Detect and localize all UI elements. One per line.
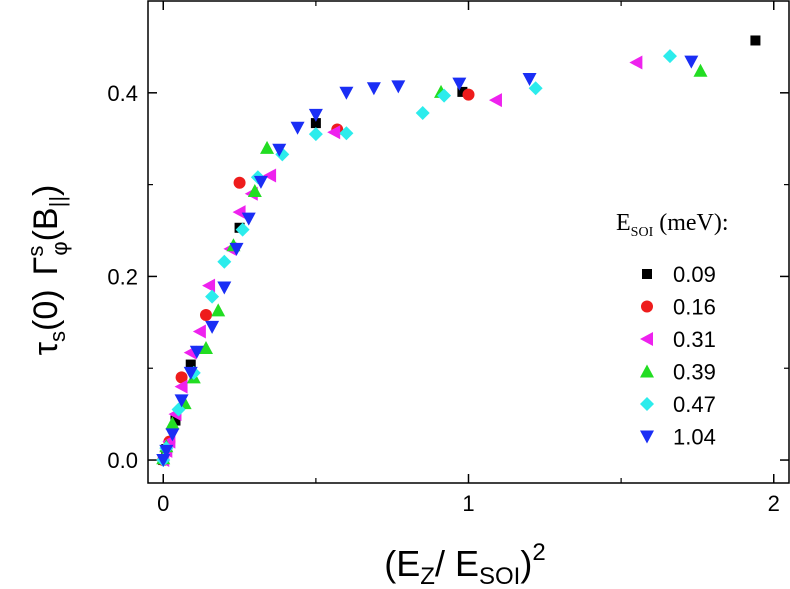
legend-marker [640, 430, 654, 444]
data-point [437, 88, 452, 103]
y-label-tau: τ [27, 341, 65, 355]
x-label-sup: 2 [532, 539, 545, 566]
y-label-sub-s: s [45, 331, 70, 342]
series-0.09 [158, 35, 761, 466]
legend-label: 1.04 [673, 425, 716, 450]
data-point [308, 127, 323, 142]
legend-label: 0.39 [673, 360, 716, 385]
data-point [217, 254, 232, 269]
y-tick-label: 0.2 [107, 264, 138, 289]
data-point [175, 371, 188, 384]
data-point [263, 168, 277, 183]
data-point [415, 106, 430, 121]
data-point [522, 73, 537, 87]
data-point [235, 222, 250, 237]
legend-marker [642, 269, 652, 279]
y-tick-label: 0.4 [107, 81, 138, 106]
data-point [488, 93, 502, 108]
x-label-post: ) [520, 543, 532, 584]
data-points [156, 35, 761, 468]
data-point [247, 184, 262, 198]
y-label-zero: (0) [27, 289, 65, 331]
data-point [260, 140, 275, 154]
data-point [528, 81, 543, 96]
data-point [159, 444, 174, 458]
y-label-close: ) [27, 185, 65, 196]
data-point [185, 359, 196, 370]
legend-label: 0.16 [673, 295, 716, 320]
data-point [462, 88, 475, 101]
legend-label: 0.47 [673, 392, 716, 417]
data-point [339, 126, 354, 141]
data-point [629, 55, 643, 70]
legend-label: 0.31 [673, 327, 716, 352]
x-label-sub-z: Z [420, 563, 435, 589]
data-point [750, 35, 761, 46]
x-label-pre: (E [384, 543, 420, 584]
y-axis-label: τs(0)Γsφ(B||) [23, 185, 72, 356]
data-point [366, 82, 381, 96]
data-point [272, 143, 287, 157]
data-point [202, 278, 216, 293]
data-point [310, 118, 321, 129]
data-point [391, 80, 406, 94]
legend-marker [640, 332, 653, 346]
y-label-gamma: Γ [27, 257, 65, 276]
data-point [327, 125, 341, 140]
data-point [452, 77, 467, 91]
legend-marker [640, 364, 654, 378]
series-0.47 [156, 49, 677, 468]
data-point [205, 320, 220, 334]
data-point [662, 49, 677, 64]
data-point [170, 415, 181, 426]
data-point [217, 281, 232, 295]
x-tick-label: 2 [768, 491, 780, 516]
x-axis-label: (EZ/ ESOI)2 [384, 539, 545, 589]
data-point [165, 416, 180, 430]
data-point [205, 289, 220, 304]
series-0.16 [157, 88, 475, 467]
series-1.04 [156, 55, 699, 468]
data-point [189, 345, 204, 359]
data-point [192, 324, 206, 339]
data-point [174, 379, 188, 394]
data-point [229, 242, 244, 256]
data-point [684, 55, 699, 69]
y-label-sup-s: s [23, 246, 48, 257]
y-label-b-open: (B [27, 207, 65, 241]
data-point [165, 428, 180, 442]
data-point [183, 366, 198, 380]
legend-label: 0.09 [673, 262, 716, 287]
data-point [232, 205, 246, 220]
y-tick-label: 0.0 [107, 448, 138, 473]
x-tick-label: 0 [157, 491, 169, 516]
data-point [457, 86, 468, 97]
data-point [290, 121, 305, 135]
data-point [308, 108, 323, 122]
x-label-sub-soi: SOI [479, 563, 520, 589]
data-point [174, 394, 189, 408]
x-label-mid: / E [435, 543, 479, 584]
data-point [233, 176, 246, 189]
legend: ESOI (meV): 0.09 0.16 0.31 0.39 0.47 1.04 [616, 210, 729, 450]
data-point [198, 341, 213, 355]
data-point [253, 175, 268, 189]
legend-title: ESOI (meV): [616, 210, 729, 240]
y-label-sub-parallel: || [45, 196, 70, 207]
legend-marker [640, 397, 654, 411]
legend-marker [641, 300, 653, 313]
series-0.39 [156, 63, 708, 465]
data-point [156, 454, 171, 468]
data-point [211, 303, 226, 317]
axes-group: 0 1 2 0.0 0.2 0.4 [107, 0, 790, 516]
y-label-sub-phi: φ [47, 241, 72, 255]
data-point [199, 308, 212, 321]
data-point [241, 212, 256, 226]
x-tick-label: 1 [462, 491, 474, 516]
data-point [693, 63, 708, 77]
data-point [339, 86, 354, 100]
